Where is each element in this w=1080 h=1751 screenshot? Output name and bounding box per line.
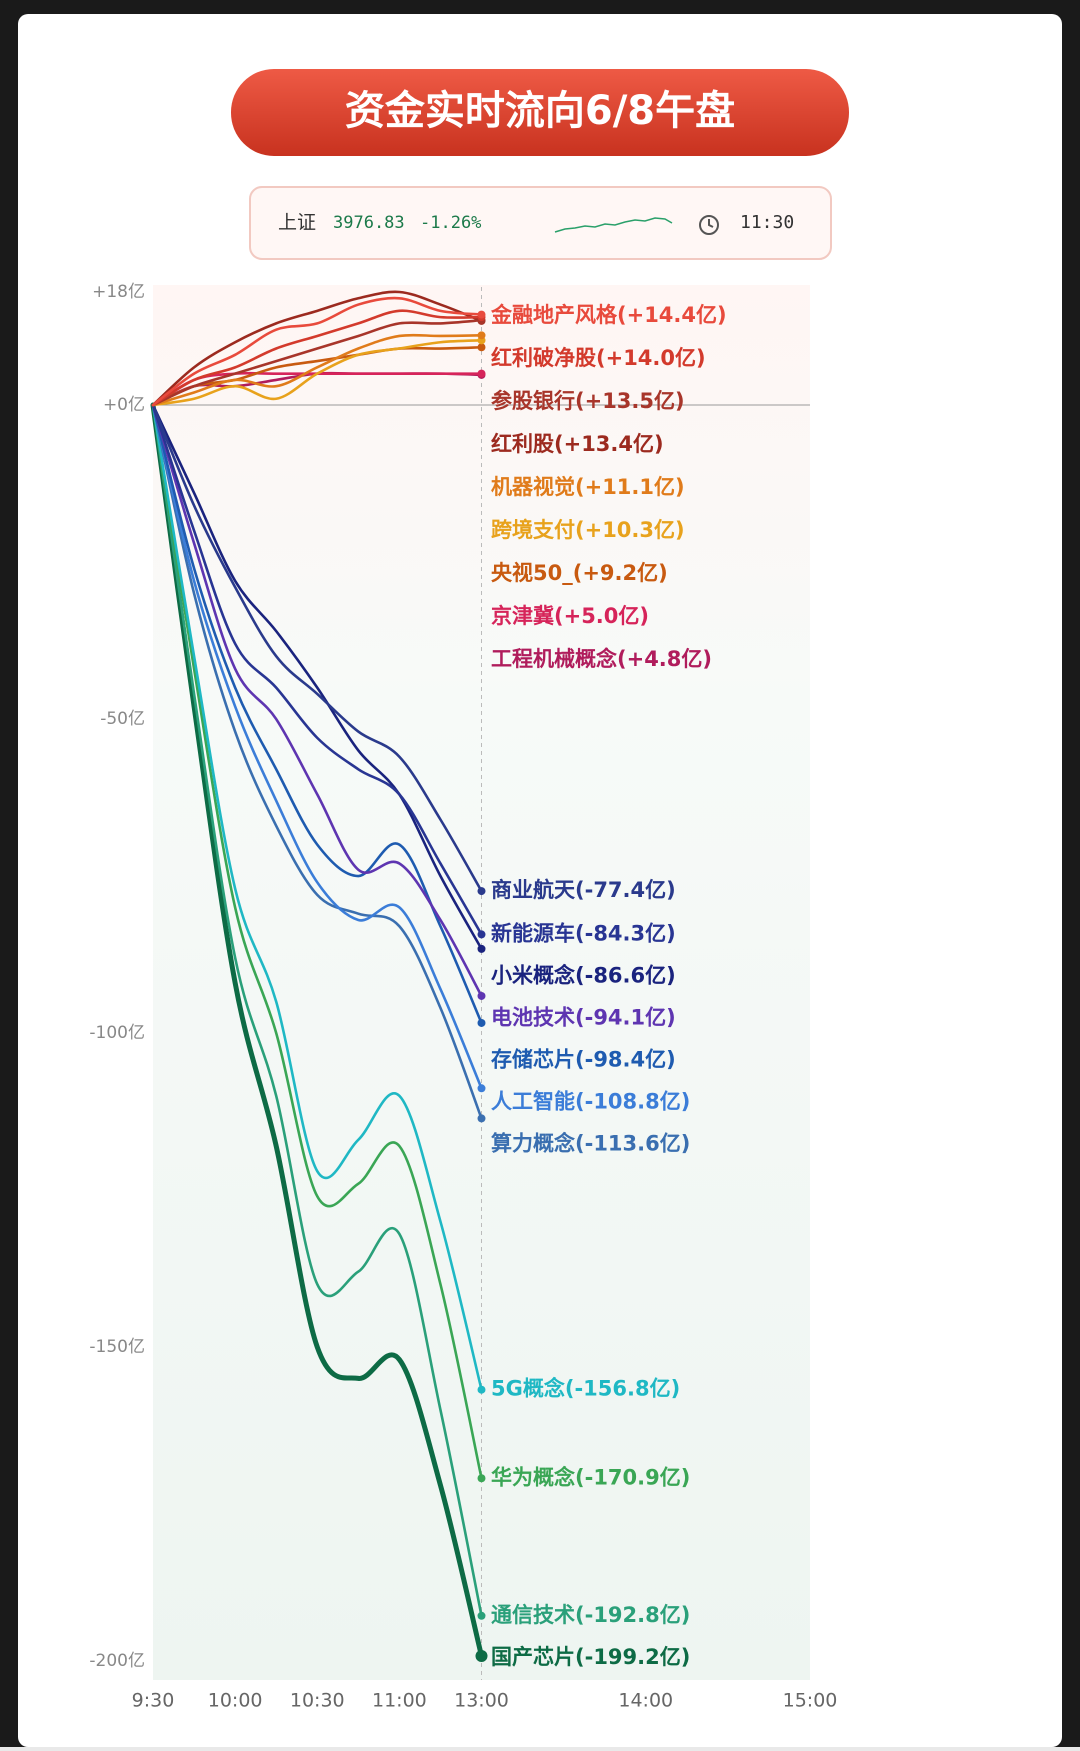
x-tick-label: 11:00 — [372, 1690, 427, 1712]
x-tick-label: 10:00 — [208, 1690, 263, 1712]
series-label: 央视50_(+9.2亿) — [491, 561, 668, 585]
series-line — [151, 309, 483, 407]
time: 11:30 — [740, 212, 794, 233]
series-line — [151, 403, 483, 1090]
end-dot — [477, 1018, 486, 1027]
series-label: 工程机械概念(+4.8亿) — [491, 647, 712, 671]
end-dot — [477, 310, 486, 319]
series-label: 电池技术(-94.1亿) — [491, 1005, 676, 1029]
series-label: 国产芯片(-199.2亿) — [491, 1645, 690, 1669]
sparkline — [554, 217, 673, 233]
series-label: 京津冀(+5.0亿) — [491, 604, 649, 628]
series-line — [151, 403, 483, 1480]
series-line — [151, 339, 483, 407]
series-label: 通信技术(-192.8亿) — [491, 1603, 690, 1627]
series-line — [151, 333, 483, 407]
series-label: 商业航天(-77.4亿) — [491, 878, 676, 902]
y-tick-label: +18亿 — [92, 282, 145, 302]
x-tick-label: 14:00 — [618, 1690, 673, 1712]
series-label: 新能源车(-84.3亿) — [491, 921, 676, 945]
y-tick-label: -200亿 — [89, 1651, 145, 1671]
end-dot — [477, 1084, 486, 1093]
series-label: 小米概念(-86.6亿) — [491, 963, 676, 987]
series-line — [151, 403, 483, 936]
series-line — [151, 403, 483, 1120]
end-dot — [477, 1611, 486, 1620]
series-label: 5G概念(-156.8亿) — [491, 1377, 680, 1401]
series-line — [150, 402, 484, 1659]
end-dot — [477, 1385, 486, 1394]
title: 资金实时流向6/8午盘 — [345, 88, 735, 134]
clock-hand — [708, 219, 714, 228]
series-line — [151, 345, 483, 407]
series-line — [151, 296, 483, 407]
series-line — [151, 403, 483, 893]
end-dot — [477, 369, 486, 378]
x-tick-label: 9:30 — [132, 1690, 175, 1712]
series-line — [151, 290, 483, 407]
series-line — [151, 318, 483, 407]
series-line — [151, 403, 483, 998]
clock-icon — [699, 215, 719, 235]
series-label: 算力概念(-113.6亿) — [491, 1131, 690, 1155]
y-tick-label: -50亿 — [100, 709, 145, 729]
end-dot — [477, 887, 486, 896]
title-pill — [231, 69, 849, 156]
x-tick-label: 13:00 — [454, 1690, 509, 1712]
series-line — [151, 403, 483, 951]
end-dot — [477, 1114, 486, 1123]
end-dot — [477, 1474, 486, 1483]
end-dot — [477, 331, 486, 340]
series-label: 红利破净股(+14.0亿) — [491, 346, 706, 370]
index-change: -1.26% — [420, 213, 481, 233]
series-line — [151, 403, 483, 1618]
index-box — [249, 186, 832, 260]
series-label: 跨境支付(+10.3亿) — [491, 518, 685, 542]
y-tick-label: +0亿 — [103, 395, 145, 415]
series-label: 金融地产风格(+14.4亿) — [490, 303, 727, 327]
index-value: 3976.83 — [333, 213, 405, 233]
series-label: 华为概念(-170.9亿) — [491, 1465, 690, 1489]
series-label: 机器视觉(+11.1亿) — [491, 475, 685, 499]
x-tick-label: 15:00 — [783, 1690, 838, 1712]
series-line — [151, 403, 483, 1392]
series-label: 存储芯片(-98.4亿) — [491, 1047, 676, 1071]
x-tick-label: 10:30 — [290, 1690, 345, 1712]
end-dot — [475, 1649, 488, 1662]
end-dot — [477, 991, 486, 1000]
series-label: 人工智能(-108.8亿) — [491, 1089, 690, 1113]
y-tick-label: -150亿 — [89, 1337, 145, 1357]
end-dot — [477, 343, 486, 352]
series-label: 参股银行(+13.5亿) — [491, 389, 685, 413]
index-name: 上证 — [278, 212, 316, 234]
series-label: 红利股(+13.4亿) — [491, 432, 664, 456]
y-tick-label: -100亿 — [89, 1023, 145, 1043]
end-dot — [477, 944, 486, 953]
end-dot — [477, 930, 486, 939]
plot-area — [153, 285, 810, 1680]
